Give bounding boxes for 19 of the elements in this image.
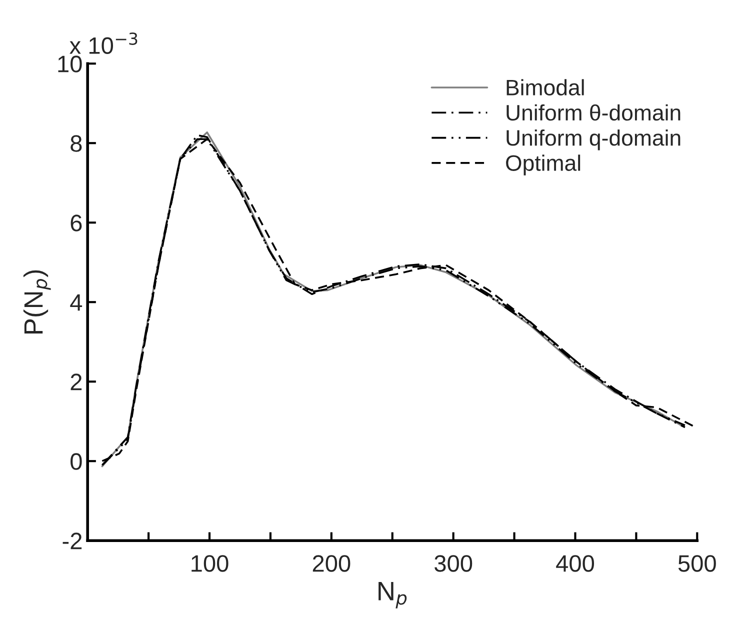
y-tick-label: 10 bbox=[58, 56, 82, 72]
y-tick-label: 0 bbox=[70, 453, 82, 470]
text: x 10$^{−3}$ bbox=[70, 32, 138, 54]
legend-label: Uniform q-domain bbox=[506, 129, 680, 150]
y-axis-title: P(N$_{p}$) bbox=[23, 270, 51, 334]
x-tick-label: 300 bbox=[434, 555, 472, 572]
y-tick-label: 2 bbox=[70, 374, 82, 390]
x-tick-label: 100 bbox=[192, 555, 228, 572]
legend-label: Optimal bbox=[506, 154, 580, 176]
legend-label: Bimodal bbox=[506, 79, 584, 96]
legend-label: Uniform θ-domain bbox=[506, 104, 680, 121]
y-tick-label: 4 bbox=[70, 294, 82, 311]
y-tick-label: -2 bbox=[62, 532, 82, 550]
y-tick-label: 8 bbox=[70, 135, 82, 152]
x-axis-title: N$_{p}$ bbox=[378, 582, 407, 608]
x-tick-label: 200 bbox=[312, 555, 350, 572]
x-tick-label: 500 bbox=[678, 555, 716, 572]
y-tick-label: 6 bbox=[70, 214, 82, 232]
x-tick-label: 400 bbox=[556, 555, 594, 572]
